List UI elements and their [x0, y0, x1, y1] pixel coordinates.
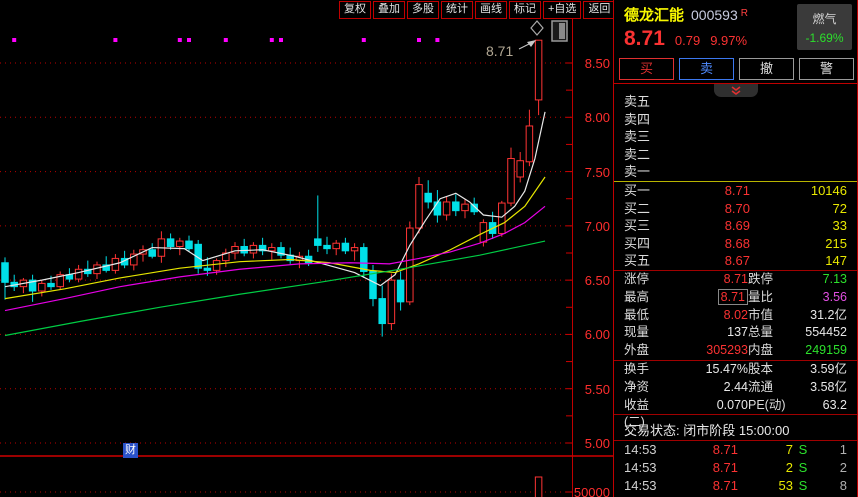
collapse-panel-tab[interactable]: [713, 84, 758, 97]
event-marker-icon: [113, 38, 118, 42]
stock-code: 000593: [691, 7, 738, 23]
toolbar-button-duogu[interactable]: 多股: [407, 1, 439, 19]
tick-row: 14:53 8.71 53 S 8: [624, 477, 847, 493]
high-price-boxed: 8.71: [717, 288, 748, 305]
divider: [614, 414, 857, 416]
buy-button[interactable]: 买: [619, 58, 674, 80]
bid-row-1[interactable]: 买一 8.71 10146: [624, 182, 847, 198]
volume-tick-label: 50000: [573, 485, 610, 497]
cancel-order-button[interactable]: 撤: [739, 58, 794, 80]
price-tick-label: 5.00: [584, 435, 610, 451]
ma-green: [4, 240, 546, 337]
toolbar-button-back[interactable]: 返回: [583, 1, 616, 19]
sector-name: 燃气: [812, 11, 837, 26]
chart-widget-fill: [559, 23, 565, 39]
quote-detail-box: 卖五 卖四 卖三 卖二 卖一 买一 8.71 10146 买二 8.70 72 买三 8.…: [614, 83, 857, 494]
stats-row: 最低 8.02 市值 31.2亿: [624, 307, 847, 322]
sector-quote-box[interactable]: 燃气 -1.69%: [797, 4, 852, 50]
divider: [614, 359, 857, 361]
price-tick-label: 5.50: [584, 381, 610, 397]
tick-list[interactable]: 14:53 8.71 7 S 1 14:53 8.71 2 S 2 14:53 8.71 53 S 8: [614, 441, 857, 494]
volume-bar: [534, 476, 543, 497]
chart-toolbar: 复权 叠加 多股 统计 画线 标记 +自选 返回: [339, 1, 616, 19]
ma-white: [4, 111, 546, 288]
stock-name: 德龙汇能: [624, 7, 685, 24]
bid-levels: 买一 8.71 10146 买二 8.70 72 买三 8.69 33 买四 8.68 215 …: [614, 182, 857, 270]
trade-buttons: 买 卖 撤 警: [619, 58, 854, 80]
event-marker-icon: [187, 38, 191, 42]
price-annotation: 8.71: [486, 43, 513, 59]
margin-flag-r: R: [740, 8, 748, 19]
stats-row: 外盘 305293 内盘 249159: [624, 343, 847, 358]
price-tick-label: 6.00: [584, 327, 610, 343]
stock-header: 德龙汇能 000593 R: [624, 4, 748, 25]
finance-flag-label[interactable]: 财: [123, 443, 138, 458]
chevron-down-icon: [731, 85, 740, 95]
bid-row-4[interactable]: 买四 8.68 215: [624, 235, 847, 251]
mid-price-divider: [614, 180, 857, 182]
toolbar-button-biaoji[interactable]: 标记: [509, 1, 541, 19]
bid-row-3[interactable]: 买三 8.69 33: [624, 218, 847, 234]
price-tick-label: 8.00: [584, 110, 610, 126]
ask-levels: 卖五 卖四 卖三 卖二 卖一: [614, 84, 857, 181]
annotation-arrow: [527, 40, 536, 47]
ask-row-4[interactable]: 卖四: [624, 111, 651, 127]
toolbar-button-add-watchlist[interactable]: +自选: [543, 1, 582, 19]
price-tick-label: 7.50: [584, 164, 610, 180]
stats-block-2: 换手 15.47% 股本 3.59亿 净资 2.44 流通 3.58亿 收益(二) 0.070…: [614, 361, 857, 430]
stats-block-1: 涨停 8.71 跌停 7.13 最高 8.71 量比 3.56 最低 8.02 市值 31.2亿 …: [614, 271, 857, 360]
event-marker-icon: [417, 38, 421, 42]
tick-row: 14:53 8.71 7 S 1: [624, 442, 847, 458]
diamond-marker-icon: [530, 20, 544, 36]
price-tick-label: 6.50: [584, 273, 610, 289]
price-change-pct: 9.97%: [710, 33, 748, 48]
divider: [614, 440, 857, 442]
event-marker-icon: [12, 38, 17, 42]
sector-change: -1.69%: [805, 30, 844, 45]
quote-panel: 德龙汇能 000593 R 燃气 -1.69% 8.71 0.79 9.97% …: [613, 0, 858, 497]
ask-row-2[interactable]: 卖二: [624, 146, 651, 162]
last-price: 8.71: [624, 27, 665, 50]
toolbar-button-huaxian[interactable]: 画线: [475, 1, 507, 19]
bid-row-5[interactable]: 买五 8.67 147: [624, 253, 847, 269]
toolbar-button-diejia[interactable]: 叠加: [373, 1, 405, 19]
event-marker-icon: [269, 38, 274, 42]
price-axis: 8.50 8.00 7.50 7.00 6.50 6.00 5.50 5.00 50000: [573, 0, 613, 497]
toolbar-button-fuquan[interactable]: 复权: [339, 1, 371, 19]
divider: [614, 269, 857, 271]
alert-button[interactable]: 警: [799, 58, 854, 80]
sell-button[interactable]: 卖: [679, 58, 734, 80]
stats-row: 涨停 8.71 跌停 7.13: [624, 271, 847, 286]
toolbar-button-tongji[interactable]: 统计: [441, 1, 473, 19]
price-tick-label: 8.50: [584, 56, 610, 71]
price-row: 8.71 0.79 9.97%: [624, 27, 747, 51]
ask-row-3[interactable]: 卖三: [624, 129, 651, 145]
stats-row: 净资 2.44 流通 3.58亿: [624, 379, 847, 394]
event-marker-icon: [435, 38, 440, 42]
stats-row: 最高 8.71 量比 3.56: [624, 288, 847, 305]
ma-yellow: [4, 176, 546, 300]
ask-row-5[interactable]: 卖五: [624, 94, 651, 109]
bid-row-2[interactable]: 买二 8.70 72: [624, 200, 847, 216]
tick-row: 14:53 8.71 2 S 2: [624, 459, 847, 475]
price-change: 0.79: [674, 33, 701, 48]
trading-status: 交易状态: 闭市阶段 15:00:00: [624, 423, 790, 439]
event-marker-icon: [279, 38, 283, 42]
stats-row: 现量 137 总量 554452: [624, 325, 847, 340]
price-tick-label: 7.00: [584, 218, 610, 234]
ask-row-1[interactable]: 卖一: [624, 164, 651, 180]
stats-row: 换手 15.47% 股本 3.59亿: [624, 361, 847, 376]
ma-magenta: [4, 205, 546, 312]
event-marker-icon: [361, 38, 366, 42]
stats-row: 收益(二) 0.070 PE(动) 63.2: [624, 397, 847, 430]
event-marker-icon: [223, 38, 228, 42]
event-marker-icon: [177, 38, 182, 42]
